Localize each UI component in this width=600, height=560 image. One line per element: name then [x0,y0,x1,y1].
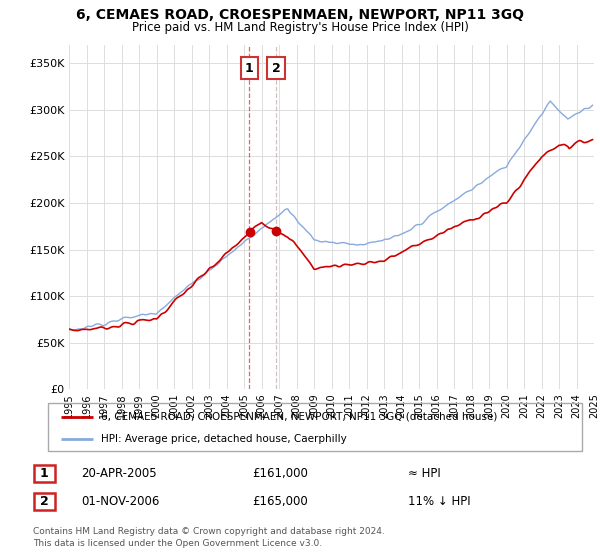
Text: Contains HM Land Registry data © Crown copyright and database right 2024.: Contains HM Land Registry data © Crown c… [33,528,385,536]
Text: HPI: Average price, detached house, Caerphilly: HPI: Average price, detached house, Caer… [101,434,347,444]
Text: 1: 1 [245,62,254,74]
Text: 6, CEMAES ROAD, CROESPENMAEN, NEWPORT, NP11 3GQ (detached house): 6, CEMAES ROAD, CROESPENMAEN, NEWPORT, N… [101,412,498,422]
Text: 6, CEMAES ROAD, CROESPENMAEN, NEWPORT, NP11 3GQ: 6, CEMAES ROAD, CROESPENMAEN, NEWPORT, N… [76,8,524,22]
Text: £161,000: £161,000 [252,466,308,480]
Text: Price paid vs. HM Land Registry's House Price Index (HPI): Price paid vs. HM Land Registry's House … [131,21,469,34]
Text: 2: 2 [272,62,280,74]
Text: 20-APR-2005: 20-APR-2005 [81,466,157,480]
Text: ≈ HPI: ≈ HPI [408,466,441,480]
Text: 11% ↓ HPI: 11% ↓ HPI [408,494,470,508]
Text: 01-NOV-2006: 01-NOV-2006 [81,494,160,508]
Text: £165,000: £165,000 [252,494,308,508]
Text: This data is licensed under the Open Government Licence v3.0.: This data is licensed under the Open Gov… [33,539,322,548]
Text: 1: 1 [40,466,49,480]
Text: 2: 2 [40,494,49,508]
